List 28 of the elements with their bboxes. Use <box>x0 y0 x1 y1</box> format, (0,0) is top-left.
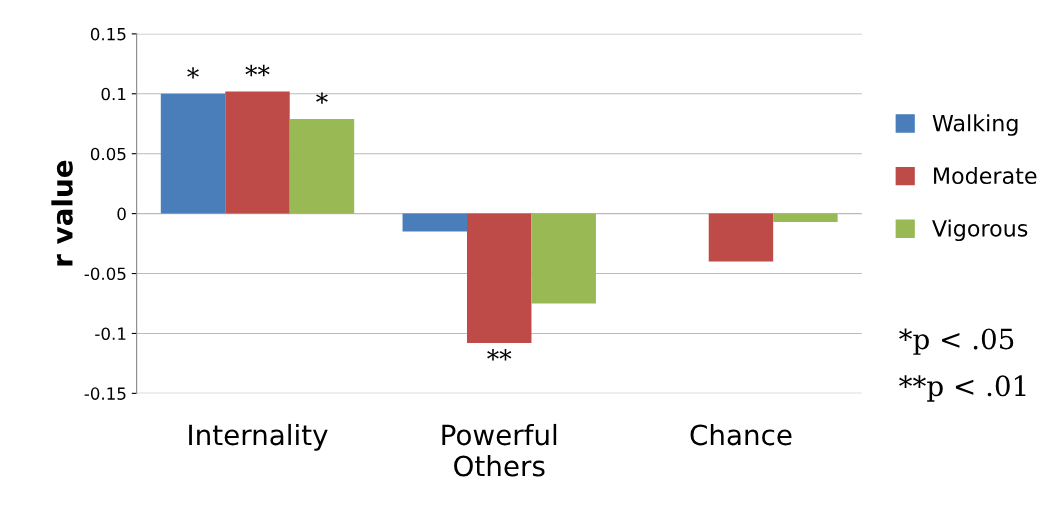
bar <box>289 118 355 214</box>
x-tick-label: Internality <box>189 423 328 451</box>
y-tick-label: -0.1 <box>95 327 126 341</box>
y-tick-label: -0.05 <box>84 267 126 281</box>
legend-label: Walking <box>932 114 1018 136</box>
text: *p < .05 <box>899 328 1014 355</box>
data-label: * <box>316 92 328 104</box>
y-tick-label: -0.15 <box>84 387 126 400</box>
data-label: ** <box>487 349 512 361</box>
y-tick-label: 0 <box>117 207 126 221</box>
y-tick-label: 0.1 <box>101 87 126 101</box>
bar <box>531 213 596 304</box>
bar <box>708 213 774 262</box>
data-label: ** <box>245 64 270 77</box>
legend-label: Vigorous <box>932 219 1028 242</box>
x-tick-label: Chance <box>690 423 792 446</box>
y-tick-label: 0.15 <box>90 27 126 41</box>
bar <box>225 91 290 214</box>
data-label: * <box>187 67 199 79</box>
x-tick-label: Powerful Others <box>442 423 557 477</box>
bar <box>160 93 226 214</box>
bar <box>402 213 467 232</box>
legend-label: Moderate <box>934 166 1037 185</box>
y-axis-title: r value <box>51 160 73 266</box>
text: **p < .01 <box>899 375 1026 402</box>
bar <box>466 213 532 344</box>
y-tick-label: 0.05 <box>90 147 126 161</box>
bar <box>773 213 838 222</box>
